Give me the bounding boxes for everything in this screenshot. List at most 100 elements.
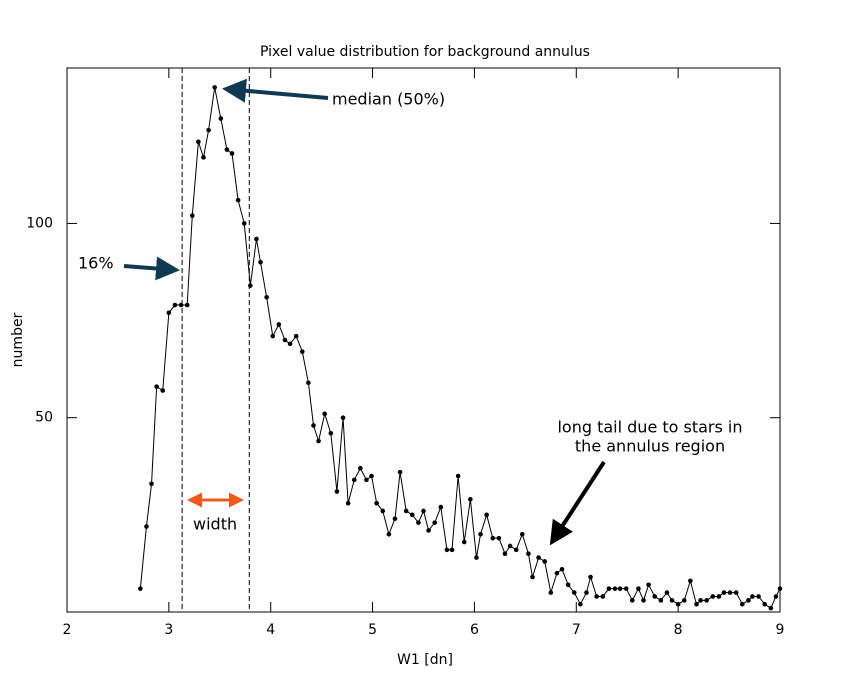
data-point [345, 500, 351, 506]
data-point [154, 384, 159, 389]
data-point [258, 259, 263, 265]
data-point [374, 500, 379, 506]
data-point [740, 601, 745, 607]
data-point [756, 594, 761, 599]
arrow [549, 460, 606, 546]
data-point [600, 594, 606, 599]
data-point [588, 574, 593, 580]
data-point [478, 531, 483, 537]
data-point [189, 213, 195, 218]
annotation: the annulus region [575, 437, 725, 456]
y-axis-label: number [10, 312, 26, 367]
data-point [369, 473, 374, 479]
data-point [184, 302, 190, 308]
data-point [206, 127, 211, 133]
data-point [636, 586, 641, 591]
data-point [364, 477, 369, 483]
data-point [762, 601, 768, 607]
data-point [351, 477, 357, 483]
data-point [530, 574, 535, 580]
data-point [276, 322, 282, 327]
chart-title: Pixel value distribution for background … [260, 44, 590, 60]
data-point [178, 302, 184, 308]
arrow [123, 256, 180, 281]
data-point [248, 283, 253, 288]
data-point [721, 590, 727, 595]
data-point [554, 570, 560, 576]
data-point [229, 151, 235, 156]
data-point [768, 605, 774, 611]
x-tick-label: 9 [776, 622, 785, 638]
data-point [502, 551, 508, 557]
data-point [652, 594, 658, 599]
y-tick-label: 50 [35, 410, 53, 426]
data-point [144, 524, 149, 529]
data-point [212, 85, 217, 90]
data-point [716, 594, 722, 599]
data-point [704, 598, 709, 603]
data-point [584, 590, 589, 595]
data-point [149, 481, 154, 487]
x-tick-label: 7 [572, 622, 581, 638]
data-point [293, 333, 299, 339]
data-point [773, 594, 779, 599]
data-point [664, 590, 670, 595]
data-point [623, 586, 629, 591]
x-axis-label: W1 [dn] [397, 652, 453, 668]
data-point [536, 555, 541, 560]
x-tick-label: 2 [63, 622, 72, 638]
data-point [513, 547, 519, 553]
data-point [474, 555, 479, 560]
data-point [688, 578, 693, 584]
data-point [316, 438, 321, 444]
data-point [542, 559, 548, 564]
y-tick-label: 100 [26, 215, 53, 231]
data-point [201, 155, 206, 160]
data-point [328, 430, 334, 436]
data-point [733, 590, 739, 595]
plot-frame [66, 67, 781, 613]
data-point [172, 302, 178, 308]
data-point [750, 594, 755, 599]
data-point [496, 535, 502, 541]
data-point [468, 497, 473, 502]
data-point [455, 473, 461, 479]
data-point [166, 310, 172, 316]
data-point [392, 516, 398, 522]
data-point [358, 465, 363, 471]
data-point [380, 508, 386, 514]
data-line [139, 87, 781, 609]
data-point [282, 337, 288, 343]
data-point [526, 551, 531, 557]
data-point [746, 598, 751, 603]
x-tick-label: 8 [674, 622, 683, 638]
data-point [438, 504, 444, 510]
data-point [299, 349, 305, 354]
data-point [606, 586, 612, 591]
data-point [710, 594, 716, 599]
data-point [484, 512, 489, 518]
data-point [594, 594, 599, 599]
data-point [658, 598, 664, 603]
data-point [520, 531, 525, 537]
data-point [416, 520, 421, 525]
data-point [426, 528, 431, 533]
data-point [218, 116, 224, 121]
data-point [306, 380, 311, 386]
data-point [409, 512, 415, 518]
data-point [698, 598, 703, 603]
data-point [559, 566, 565, 572]
data-point [421, 508, 426, 514]
data-point [646, 582, 651, 588]
data-point [669, 598, 675, 603]
annotation: width [193, 515, 237, 534]
annotation: long tail due to stars in [557, 418, 742, 437]
data-point [578, 601, 583, 607]
x-tick-label: 6 [470, 622, 479, 638]
data-point [432, 520, 438, 525]
data-point [397, 469, 403, 475]
data-point [340, 415, 346, 421]
data-point [334, 489, 340, 494]
data-point [727, 590, 733, 595]
